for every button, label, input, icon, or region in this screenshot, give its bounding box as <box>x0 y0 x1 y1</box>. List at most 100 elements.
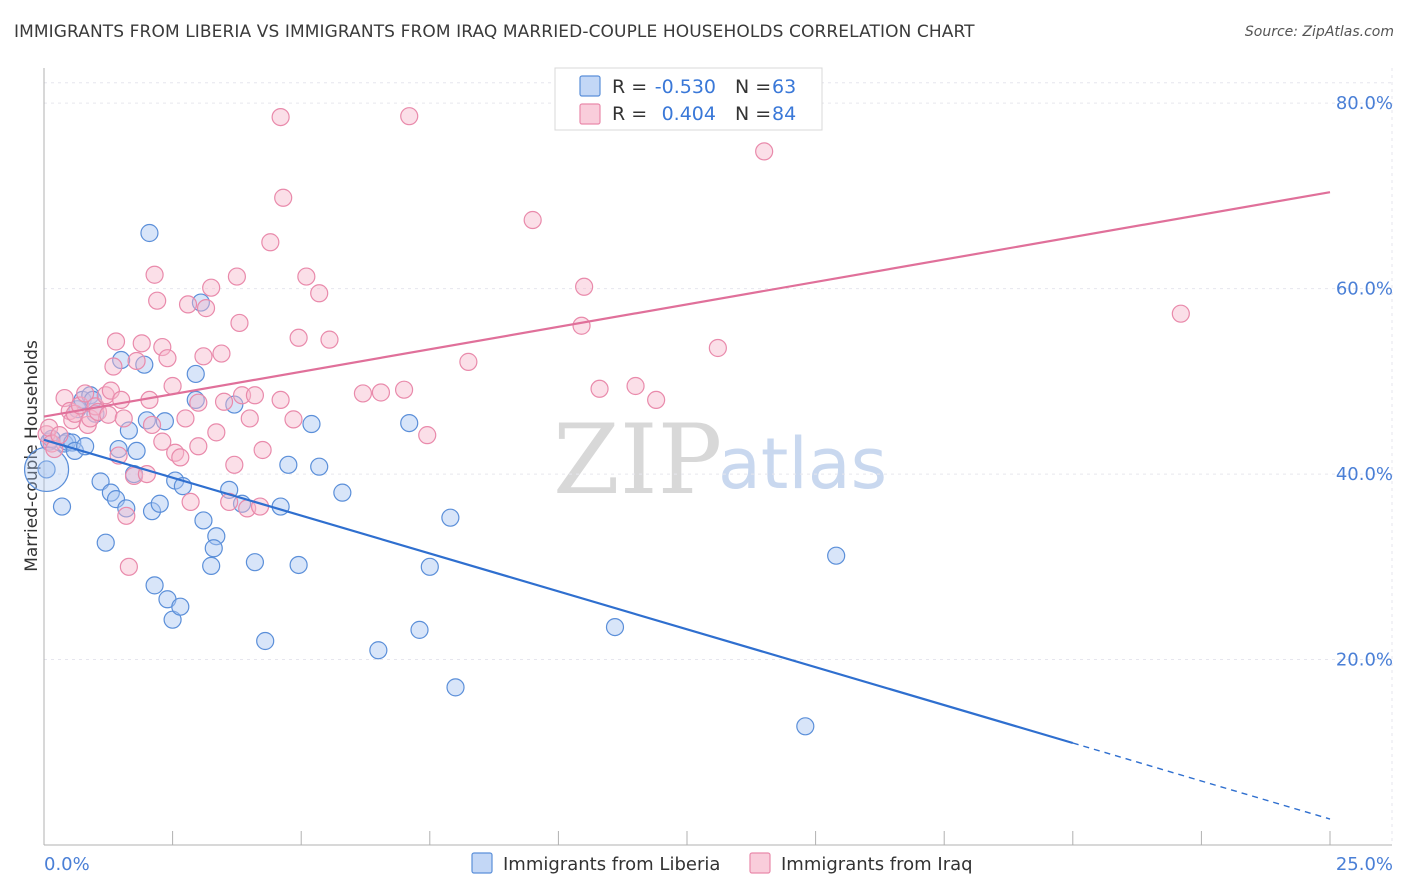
iraq-point <box>284 410 303 429</box>
iraq-point <box>400 107 419 126</box>
iraq-point <box>178 295 198 314</box>
iraq-point <box>261 233 280 252</box>
liberia-point <box>202 556 221 575</box>
iraq-point <box>274 188 293 207</box>
trend-line-liberia <box>43 438 1074 745</box>
y-tick-label-40: 40.0% <box>1336 464 1393 485</box>
liberia-point <box>333 483 352 502</box>
trend-line-iraq <box>43 191 1331 418</box>
liberia-point <box>145 576 164 595</box>
liberia-point <box>142 502 162 521</box>
iraq-point <box>271 390 290 410</box>
liberia-point <box>271 497 290 516</box>
iraq-point <box>76 384 95 403</box>
trend-line-liberia-extension <box>1072 742 1331 820</box>
iraq-point <box>320 330 339 349</box>
y-tick-label-20: 20.0% <box>1336 650 1393 671</box>
iraq-point <box>755 142 774 161</box>
axes <box>43 68 1392 846</box>
iraq-point <box>171 448 190 467</box>
iraq-point <box>212 344 231 363</box>
iraq-point <box>310 284 329 303</box>
liberia-point <box>289 555 308 575</box>
iraq-point <box>40 418 59 437</box>
liberia-point <box>119 421 138 440</box>
liberia-point <box>52 497 72 516</box>
iraq-point <box>153 337 172 357</box>
liberia-point <box>605 617 625 637</box>
iraq-point <box>119 557 138 576</box>
legend-n-value-liberia: 63 <box>772 76 796 98</box>
legend-swatch-iraq <box>579 103 601 125</box>
iraq-point <box>163 376 182 396</box>
y-axis-label: Married-couple Households <box>22 340 42 572</box>
liberia-point <box>369 641 388 660</box>
liberia-point <box>410 620 429 639</box>
liberia-point <box>446 678 465 697</box>
iraq-point <box>196 299 216 318</box>
liberia-point <box>796 717 815 736</box>
iraq-point <box>194 347 213 366</box>
legend-swatch-liberia <box>579 75 601 97</box>
iraq-point <box>253 440 272 460</box>
liberia-point <box>109 439 128 459</box>
iraq-point <box>245 386 265 405</box>
iraq-point <box>289 328 308 347</box>
iraq-point <box>225 455 244 474</box>
watermark-atlas: atlas <box>718 423 887 505</box>
x-tick-label-min: 0.0% <box>44 854 90 875</box>
liberia-point <box>827 546 846 565</box>
liberia-point <box>204 539 223 558</box>
iraq-point <box>114 409 133 428</box>
iraq-point <box>127 351 146 371</box>
iraq-point <box>271 107 290 127</box>
iraq-point <box>459 352 478 371</box>
iraq-point <box>153 432 172 451</box>
legend-r-value-liberia: -0.530 <box>655 76 716 98</box>
liberia-point <box>106 490 126 509</box>
iraq-point <box>523 210 542 230</box>
iraq-point <box>181 492 200 512</box>
liberia-point <box>310 457 329 476</box>
liberia-point <box>441 508 460 527</box>
iraq-point <box>145 265 164 284</box>
legend-n-label-iraq: N = <box>735 103 771 125</box>
iraq-point <box>142 415 162 435</box>
liberia-point <box>91 472 110 491</box>
series-liberia-points <box>23 223 846 736</box>
iraq-point <box>647 390 666 410</box>
iraq-point <box>240 409 259 428</box>
iraq-point <box>575 277 594 296</box>
liberia-point <box>150 494 169 513</box>
liberia-point <box>256 631 275 651</box>
liberia-point <box>420 557 439 576</box>
correlation-legend: R = -0.530 N = 63 R = 0.404 N = 84 <box>554 67 823 131</box>
iraq-point <box>572 316 591 335</box>
liberia-point <box>225 395 244 414</box>
trend-lines <box>43 191 1331 820</box>
liberia-point <box>140 223 159 243</box>
iraq-point <box>202 278 221 297</box>
iraq-point <box>148 291 167 310</box>
liberia-point <box>37 460 56 479</box>
iraq-point <box>297 267 316 286</box>
iraq-point <box>232 386 252 405</box>
iraq-point <box>230 313 249 333</box>
liberia-point <box>117 499 136 518</box>
iraq-point <box>176 409 195 428</box>
legend-n-value-iraq: 84 <box>772 103 796 125</box>
iraq-point <box>99 405 118 424</box>
liberia-point <box>279 455 298 474</box>
source-credit: Source: ZipAtlas.com <box>1244 24 1394 40</box>
iraq-point <box>371 383 391 402</box>
chart-title: IMMIGRANTS FROM LIBERIA VS IMMIGRANTS FR… <box>14 22 975 42</box>
legend-r-value-iraq: 0.404 <box>662 103 716 125</box>
liberia-large-point <box>23 446 70 493</box>
y-tick-labels: 20.0% 40.0% 60.0% 80.0% <box>1336 93 1393 670</box>
bottom-legend-swatch-iraq <box>749 852 771 874</box>
iraq-point <box>394 380 414 399</box>
legend-r-label-liberia: R = <box>612 76 647 98</box>
legend-n-label-liberia: N = <box>735 76 771 98</box>
series-iraq-points <box>37 107 1190 576</box>
iraq-point <box>101 381 120 400</box>
